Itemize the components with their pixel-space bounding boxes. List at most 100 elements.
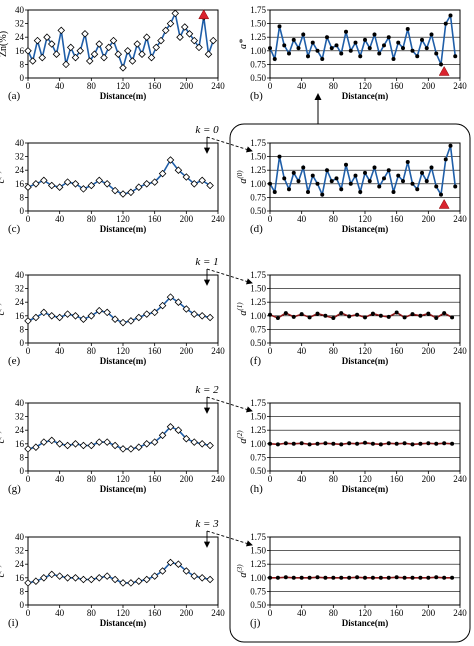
data-point (394, 441, 399, 446)
x-tick-label: 80 (329, 81, 339, 91)
data-point (206, 313, 214, 322)
x-axis-label: Distance(m) (342, 224, 389, 234)
data-point (396, 40, 401, 45)
x-tick-label: 240 (211, 346, 225, 356)
data-point (40, 176, 48, 185)
y-tick-label: 8 (20, 59, 25, 69)
data-point (90, 50, 99, 58)
data-point (47, 436, 56, 445)
data-point (190, 36, 199, 45)
k-label: k = 2 (195, 384, 219, 396)
data-point (55, 183, 64, 191)
data-point (450, 575, 455, 580)
data-point (71, 574, 80, 582)
data-point (198, 574, 206, 582)
data-point (287, 187, 291, 192)
data-point (391, 189, 396, 194)
x-tick-label: 160 (148, 214, 162, 224)
data-point (450, 441, 455, 446)
data-point (418, 575, 423, 580)
arrow-right (206, 530, 253, 547)
x-tick-label: 120 (358, 214, 372, 224)
panel-label: (i) (8, 617, 19, 629)
data-point (315, 441, 320, 446)
data-point (277, 24, 282, 29)
data-point (63, 310, 72, 318)
data-point (32, 313, 40, 322)
data-point (150, 178, 159, 186)
data-point (331, 315, 336, 320)
y-axis-label: a(0) (236, 170, 249, 184)
data-point (206, 575, 214, 584)
x-tick-label: 0 (26, 81, 31, 91)
series-line (270, 576, 453, 579)
data-point (33, 36, 42, 45)
x-tick-label: 160 (390, 608, 404, 618)
data-point (315, 48, 320, 53)
x-tick-label: 160 (390, 214, 404, 224)
panel-e: 0 8 16 24 32 40 0 40 80 120 160 200 240 Distance(m) (e… (0, 270, 225, 367)
data-point (347, 441, 352, 446)
data-point (123, 47, 132, 55)
x-tick-label: 120 (116, 346, 130, 356)
k-label: k = 1 (195, 256, 218, 268)
x-tick-label: 0 (26, 346, 31, 356)
data-point (370, 441, 375, 446)
series-line (269, 12, 457, 68)
data-point (87, 441, 96, 450)
y-axis-label: a(3) (236, 564, 249, 578)
data-point (104, 43, 113, 52)
x-tick-label: 40 (55, 81, 65, 91)
data-point (282, 43, 287, 48)
data-point (420, 170, 424, 175)
data-point (24, 183, 32, 191)
data-point (127, 188, 135, 197)
annotation-marker (198, 9, 210, 20)
data-point (410, 312, 415, 317)
data-point (358, 189, 363, 194)
x-axis-label: Distance(m) (342, 484, 389, 494)
data-point (206, 441, 214, 450)
data-point (378, 442, 383, 447)
data-point (442, 575, 447, 580)
x-tick-label: 0 (268, 214, 273, 224)
x-tick-label: 0 (26, 474, 31, 484)
x-tick-label: 200 (180, 214, 194, 224)
data-point (182, 173, 191, 181)
y-tick-label: 1.75 (250, 270, 266, 280)
x-tick-label: 200 (422, 608, 436, 618)
data-point (301, 32, 306, 37)
data-point (370, 311, 375, 316)
data-point (63, 441, 72, 450)
y-tick-label: 1.75 (250, 138, 266, 148)
x-tick-label: 80 (87, 608, 97, 618)
y-tick-label: 16 (15, 439, 25, 449)
data-point (329, 179, 334, 184)
data-point (358, 54, 363, 59)
plot-area-j (269, 536, 461, 606)
data-point (275, 315, 280, 320)
y-tick-label: 1.00 (250, 573, 266, 583)
data-point (442, 311, 447, 316)
x-tick-label: 80 (87, 474, 97, 484)
data-point (420, 37, 424, 42)
data-point (166, 19, 175, 28)
data-point (182, 305, 191, 313)
data-point (334, 43, 339, 48)
data-point (355, 575, 360, 580)
x-tick-label: 0 (26, 214, 31, 224)
panel-d: 0.50 0.75 1.00 1.25 1.50 1.75 0 40 80 120 160 200 24… (236, 138, 467, 235)
x-tick-label: 240 (211, 474, 225, 484)
data-point (429, 165, 434, 170)
data-point (174, 298, 183, 306)
data-point (363, 315, 367, 320)
data-point (386, 441, 391, 446)
x-tick-label: 200 (422, 474, 436, 484)
data-point (291, 314, 296, 319)
x-tick-label: 120 (358, 474, 372, 484)
y-tick-label: 16 (15, 46, 25, 56)
y-tick-label: 32 (15, 19, 24, 29)
y-tick-label: 40 (15, 532, 25, 542)
plot-area-f (269, 274, 461, 344)
